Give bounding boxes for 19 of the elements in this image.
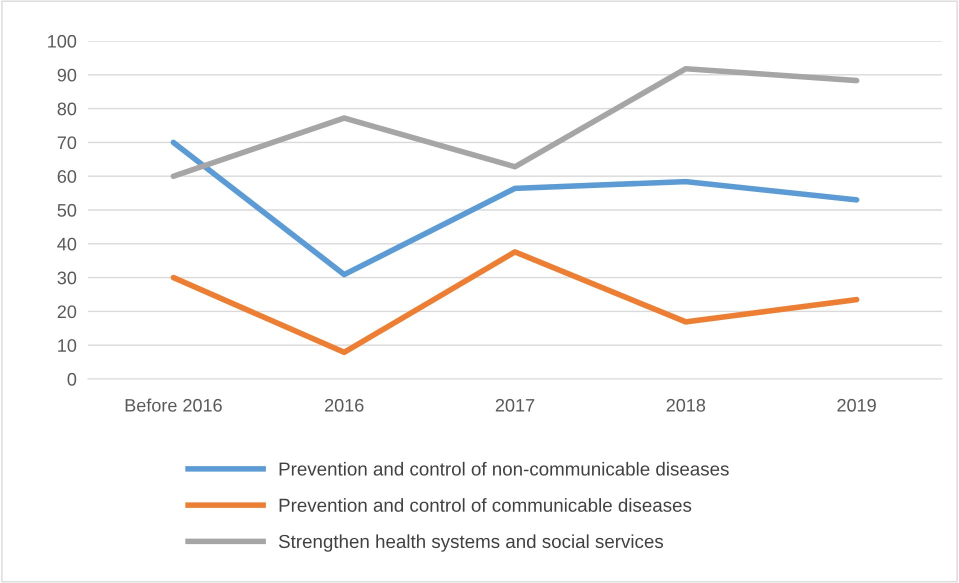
y-tick-label: 100 — [48, 34, 76, 48]
x-tick-label: 2016 — [325, 398, 364, 412]
y-tick-label: 50 — [58, 204, 76, 217]
legend-label: Prevention and control of communicable diseases — [280, 498, 692, 512]
y-tick-label: 30 — [57, 272, 76, 284]
y-tick-label: 60 — [58, 170, 76, 183]
x-tick-label: 2018 — [666, 398, 706, 412]
legend-label: Prevention and control of non-communicable diseases — [280, 462, 729, 476]
y-tick-label: 90 — [58, 68, 76, 82]
x-tick-label: 2019 — [837, 398, 876, 412]
legend-label: Strengthen health systems and social services — [278, 534, 664, 552]
y-tick-label: 70 — [58, 136, 76, 150]
y-tick-label: 40 — [57, 238, 76, 251]
x-tick-label: 2017 — [496, 398, 534, 412]
y-tick-label: 10 — [58, 339, 76, 352]
x-tick-label: Before 2016 — [126, 398, 222, 412]
y-tick-label: 20 — [58, 305, 76, 318]
y-tick-label: 80 — [58, 102, 76, 116]
y-tick-label: 0 — [68, 372, 76, 386]
